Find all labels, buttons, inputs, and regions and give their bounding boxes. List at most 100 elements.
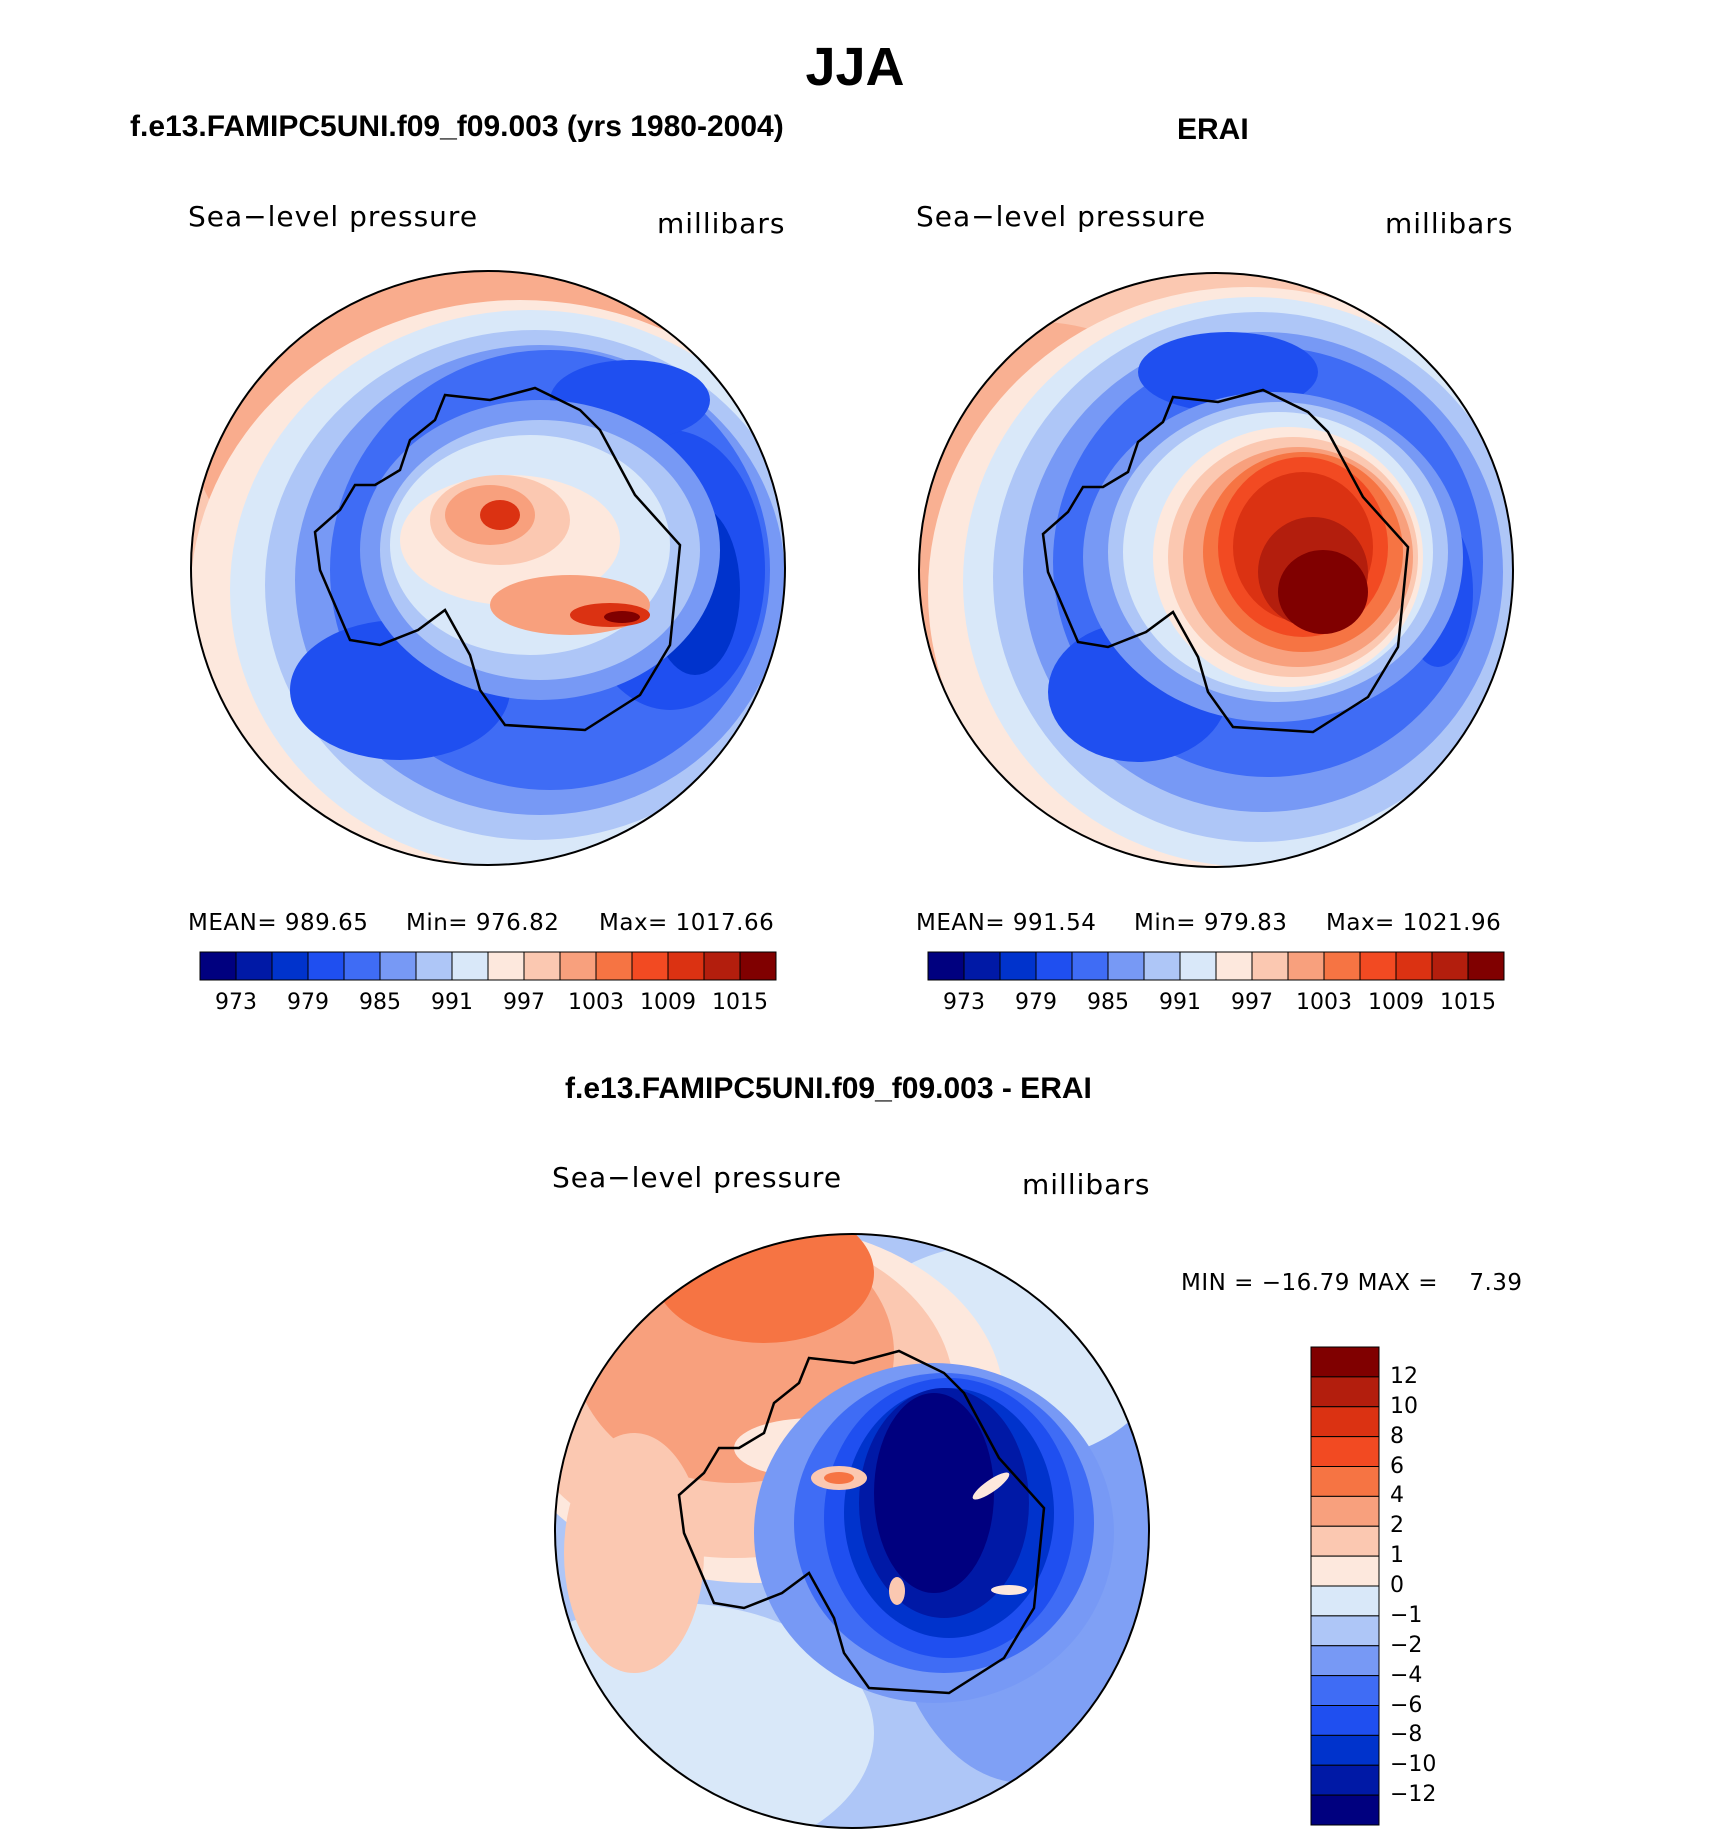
colorbar-swatch: [667, 951, 705, 981]
panel-model-colorbar: [199, 951, 777, 981]
colorbar-tick: 979: [287, 990, 329, 1015]
colorbar-swatch: [1323, 951, 1361, 981]
colorbar-tick: 991: [431, 990, 473, 1015]
colorbar-tick: 4: [1390, 1483, 1404, 1509]
colorbar-swatch: [271, 951, 309, 981]
colorbar-tick: 8: [1390, 1423, 1404, 1449]
panel-model-min: Min= 976.82: [406, 910, 560, 936]
colorbar-swatch: [1431, 951, 1469, 981]
colorbar-swatch: [1287, 951, 1325, 981]
colorbar-swatch: [1107, 951, 1145, 981]
colorbar-swatch: [1395, 951, 1433, 981]
panel-obs-title: ERAI: [1177, 113, 1249, 146]
colorbar-swatch: [1310, 1495, 1380, 1527]
colorbar-tick: −6: [1390, 1692, 1423, 1718]
colorbar-tick: 0: [1390, 1573, 1404, 1598]
panel-obs-max: Max= 1021.96: [1326, 910, 1502, 936]
colorbar-swatch: [235, 951, 273, 981]
colorbar-swatch: [1310, 1346, 1380, 1378]
panel-diff-map: [554, 1233, 1150, 1829]
colorbar-tick: −4: [1390, 1662, 1423, 1688]
colorbar-swatch: [1310, 1794, 1380, 1826]
colorbar-tick: 12: [1390, 1363, 1418, 1389]
colorbar-swatch: [1310, 1675, 1380, 1706]
colorbar-swatch: [487, 951, 525, 981]
colorbar-tick: 1003: [1296, 990, 1352, 1015]
colorbar-swatch: [559, 951, 597, 981]
colorbar-swatch: [415, 951, 453, 981]
panel-model-title: f.e13.FAMIPC5UNI.f09_f09.003 (yrs 1980-2…: [130, 110, 784, 143]
colorbar-swatch: [1310, 1615, 1380, 1647]
colorbar-swatch: [451, 951, 489, 981]
colorbar-tick: 1: [1390, 1543, 1404, 1569]
panel-model-units-label: millibars: [657, 207, 786, 240]
colorbar-tick: 985: [359, 990, 401, 1015]
panel-model-colorbar-ticks: 973 979 985 991 997 1003 1009 1015: [200, 990, 776, 1020]
colorbar-swatch: [1310, 1406, 1380, 1438]
colorbar-swatch: [1310, 1466, 1380, 1497]
panel-model-map: [190, 270, 786, 866]
colorbar-swatch: [999, 951, 1037, 981]
colorbar-tick: 997: [503, 990, 545, 1015]
colorbar-swatch: [1143, 951, 1181, 981]
colorbar-tick: 1009: [640, 990, 696, 1015]
colorbar-swatch: [1215, 951, 1253, 981]
panel-diff-colorbar-ticks: 12 10 8 6 4 2 1 0 −1 −2 −4 −6 −8 −10 −12: [1390, 1347, 1470, 1825]
colorbar-swatch: [631, 951, 669, 981]
colorbar-tick: 979: [1015, 990, 1057, 1015]
panel-obs-units-label: millibars: [1385, 207, 1514, 240]
panel-diff-minmax: MIN = −16.79 MAX = 7.39: [1181, 1270, 1523, 1296]
colorbar-tick: −2: [1390, 1632, 1423, 1658]
colorbar-tick: 1003: [568, 990, 624, 1015]
colorbar-swatch: [307, 951, 345, 981]
colorbar-swatch: [963, 951, 1001, 981]
colorbar-swatch: [1310, 1376, 1380, 1408]
colorbar-swatch: [1310, 1645, 1380, 1677]
panel-model-max: Max= 1017.66: [599, 910, 775, 936]
colorbar-tick: 2: [1390, 1513, 1404, 1539]
colorbar-swatch: [1310, 1764, 1380, 1796]
colorbar-tick: −10: [1390, 1752, 1437, 1778]
panel-obs-min: Min= 979.83: [1134, 910, 1288, 936]
panel-model-variable-label: Sea−level pressure: [188, 200, 479, 233]
colorbar-tick: 973: [215, 990, 257, 1015]
panel-diff-colorbar: [1310, 1346, 1380, 1826]
colorbar-tick: 973: [943, 990, 985, 1015]
colorbar-swatch: [739, 951, 777, 981]
panel-obs-mean: MEAN= 991.54: [916, 910, 1097, 936]
colorbar-swatch: [1310, 1436, 1380, 1467]
colorbar-swatch: [595, 951, 633, 981]
panel-diff-variable-label: Sea−level pressure: [552, 1161, 843, 1194]
colorbar-swatch: [1310, 1734, 1380, 1766]
colorbar-swatch: [379, 951, 417, 981]
colorbar-swatch: [523, 951, 561, 981]
colorbar-tick: 1015: [712, 990, 768, 1015]
colorbar-swatch: [1467, 951, 1505, 981]
panel-diff-title: f.e13.FAMIPC5UNI.f09_f09.003 - ERAI: [565, 1072, 1092, 1105]
colorbar-swatch: [1310, 1705, 1380, 1736]
colorbar-tick: 6: [1390, 1453, 1404, 1479]
colorbar-tick: 991: [1159, 990, 1201, 1015]
colorbar-tick: 985: [1087, 990, 1129, 1015]
panel-obs-colorbar: [927, 951, 1505, 981]
colorbar-tick: 1015: [1440, 990, 1496, 1015]
colorbar-swatch: [1359, 951, 1397, 981]
colorbar-swatch: [1071, 951, 1109, 981]
colorbar-swatch: [1310, 1585, 1380, 1617]
colorbar-swatch: [1179, 951, 1217, 981]
colorbar-tick: −12: [1390, 1782, 1437, 1808]
colorbar-swatch: [1251, 951, 1289, 981]
colorbar-tick: −8: [1390, 1722, 1423, 1748]
colorbar-tick: 1009: [1368, 990, 1424, 1015]
colorbar-swatch: [1310, 1525, 1380, 1557]
colorbar-swatch: [927, 951, 965, 981]
colorbar-swatch: [199, 951, 237, 981]
figure-title: JJA: [805, 37, 905, 97]
panel-obs-variable-label: Sea−level pressure: [916, 200, 1207, 233]
panel-model-mean: MEAN= 989.65: [188, 910, 369, 936]
panel-obs-colorbar-ticks: 973 979 985 991 997 1003 1009 1015: [928, 990, 1504, 1020]
colorbar-swatch: [1035, 951, 1073, 981]
colorbar-tick: 10: [1390, 1393, 1418, 1419]
panel-obs-map: [918, 272, 1514, 868]
colorbar-tick: 997: [1231, 990, 1273, 1015]
